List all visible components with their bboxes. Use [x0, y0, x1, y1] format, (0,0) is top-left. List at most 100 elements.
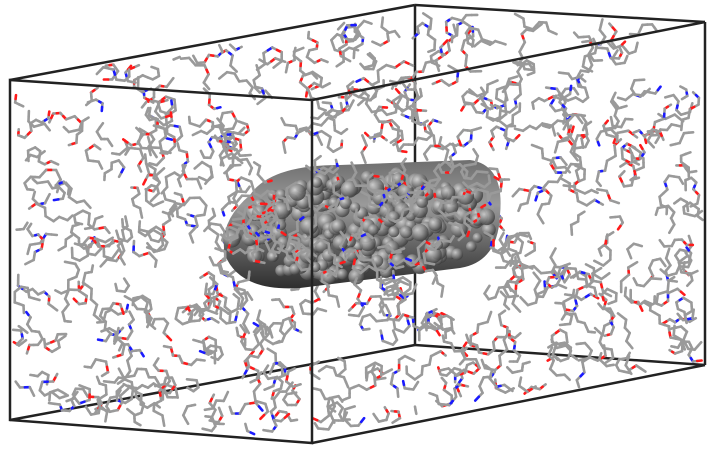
bond [615, 202, 619, 203]
bond [294, 420, 297, 421]
bond [52, 235, 57, 236]
bond [468, 232, 469, 236]
bond [125, 217, 126, 222]
bond [249, 213, 250, 216]
bond [530, 236, 531, 239]
bond [75, 244, 78, 245]
bond [514, 62, 518, 64]
bond [506, 97, 507, 101]
bond [489, 312, 491, 317]
bond [98, 340, 102, 341]
bond [461, 107, 463, 110]
bond [171, 113, 172, 117]
bond [260, 415, 264, 419]
bond [248, 250, 251, 252]
bond [250, 296, 252, 300]
bond [190, 321, 195, 322]
bond [582, 42, 586, 43]
bond [251, 433, 254, 435]
bond [459, 141, 461, 145]
bond [67, 400, 71, 402]
nanotube-atom [400, 226, 413, 239]
bond [138, 424, 141, 426]
bond [237, 290, 240, 295]
bond [686, 152, 691, 154]
bond [68, 191, 69, 195]
bond [358, 102, 361, 105]
bond [621, 106, 626, 108]
bond [659, 114, 663, 116]
bond [634, 278, 636, 281]
bond [248, 187, 250, 190]
bond [614, 138, 616, 143]
bond [211, 167, 212, 172]
bond [388, 370, 392, 372]
bond [422, 180, 425, 182]
nanotube-atom [466, 241, 477, 252]
bond [219, 408, 221, 412]
bond [230, 45, 233, 48]
bond [562, 317, 564, 320]
bond [393, 331, 395, 336]
bond [200, 351, 204, 353]
nanotube-atom [411, 224, 428, 241]
bond [559, 73, 564, 74]
bond [130, 312, 132, 316]
bond [254, 323, 258, 326]
bond [507, 367, 510, 370]
bond [564, 125, 566, 129]
bond [19, 326, 23, 329]
bond [374, 414, 377, 418]
bond [260, 250, 263, 251]
bond [156, 359, 158, 362]
bond [599, 184, 601, 186]
bond [453, 331, 455, 334]
bond [341, 23, 344, 26]
bond [554, 131, 555, 136]
bond [640, 306, 642, 310]
bond [382, 226, 383, 229]
bond [324, 61, 327, 62]
bond [622, 171, 625, 174]
bond [268, 181, 271, 182]
bond [573, 290, 574, 294]
bond [361, 418, 364, 422]
bond [687, 207, 688, 211]
bond [274, 64, 278, 67]
bond [99, 216, 102, 217]
bond [199, 184, 201, 189]
bond [70, 216, 73, 218]
bond [555, 357, 557, 359]
bond [357, 80, 361, 82]
bond [97, 377, 98, 380]
bond [195, 165, 199, 168]
bond [270, 369, 272, 374]
bond [449, 66, 454, 69]
bond [105, 417, 106, 422]
bond [402, 151, 406, 152]
bond [239, 122, 243, 124]
bond [633, 132, 636, 133]
bond [191, 238, 193, 242]
bond [97, 71, 100, 74]
bond [118, 328, 119, 333]
bond [86, 103, 89, 105]
nanotube-atom [368, 224, 379, 235]
bond [380, 309, 382, 312]
bond [658, 87, 661, 90]
bond [536, 197, 537, 201]
bond [672, 281, 676, 282]
bond [271, 333, 272, 338]
bond [474, 149, 476, 152]
bond [629, 254, 631, 259]
bond [151, 197, 155, 201]
bond [378, 247, 383, 248]
bond [188, 388, 191, 390]
bond [142, 353, 144, 356]
bond [216, 248, 221, 250]
bond [234, 69, 237, 72]
bond [286, 68, 287, 73]
bond [529, 192, 530, 197]
bond [589, 56, 591, 61]
bond [215, 320, 218, 322]
